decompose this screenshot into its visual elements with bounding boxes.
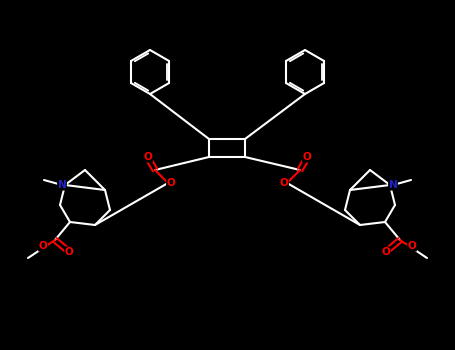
Text: N: N [58,180,66,190]
Text: O: O [408,241,416,251]
Text: O: O [144,152,152,162]
Text: O: O [65,247,73,257]
Text: O: O [303,152,311,162]
Text: N: N [389,180,397,190]
Text: O: O [167,178,175,188]
Text: O: O [39,241,47,251]
Text: O: O [280,178,288,188]
Text: O: O [382,247,390,257]
